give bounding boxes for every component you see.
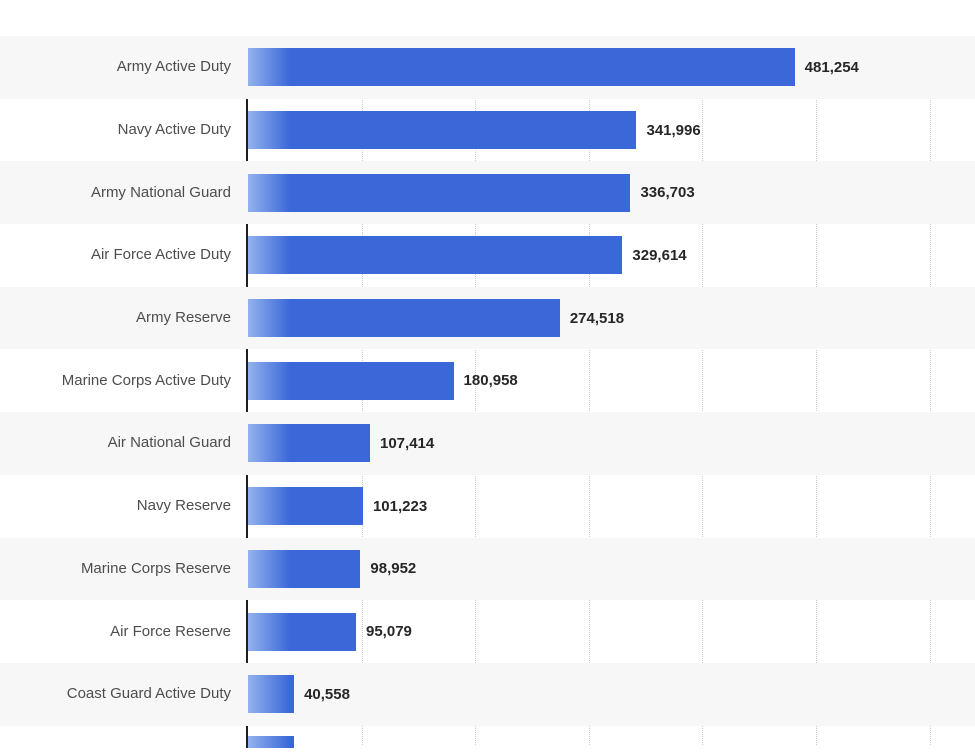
bar-zone: 40,558 xyxy=(248,663,975,726)
bar-zone: 95,079 xyxy=(248,600,975,663)
category-label: Army Active Duty xyxy=(116,58,231,76)
gridline xyxy=(815,36,817,745)
value-label: 336,703 xyxy=(640,184,695,202)
bar[interactable] xyxy=(248,487,363,526)
value-label: 481,254 xyxy=(804,58,859,76)
partial-next-bar xyxy=(248,736,294,748)
value-label: 98,952 xyxy=(370,560,417,578)
chart-row: Air Force Active Duty 329,614 xyxy=(0,224,975,287)
chart-row: Navy Reserve 101,223 xyxy=(0,475,975,538)
chart-row: Navy Active Duty 341,996 xyxy=(0,99,975,162)
bar[interactable] xyxy=(248,675,295,714)
chart-row: Air Force Reserve 95,079 xyxy=(0,600,975,663)
gridline xyxy=(475,36,477,745)
bar-zone: 336,703 xyxy=(248,161,975,224)
bar-zone: 329,614 xyxy=(248,224,975,287)
category-label: Marine Corps Active Duty xyxy=(61,371,231,389)
category-label: Navy Active Duty xyxy=(117,121,231,139)
chart-row: Coast Guard Active Duty 40,558 xyxy=(0,662,975,726)
gridline xyxy=(588,36,590,745)
bar-zone: 101,223 xyxy=(248,475,975,538)
chart-rows: Army Active Duty 481,254 Navy Active Duty 3… xyxy=(0,36,975,726)
chart-row: Army Reserve 274,518 xyxy=(0,286,975,350)
gridline xyxy=(702,36,704,745)
bar[interactable] xyxy=(248,612,356,651)
bar-zone: 107,414 xyxy=(248,412,975,475)
bar[interactable] xyxy=(248,236,623,275)
bar[interactable] xyxy=(248,361,454,400)
category-label: Marine Corps Reserve xyxy=(80,559,231,577)
value-label: 101,223 xyxy=(372,497,428,515)
y-axis-line xyxy=(246,36,248,748)
bar-zone: 481,254 xyxy=(248,36,975,99)
value-label: 341,996 xyxy=(646,121,701,139)
bar-zone: 98,952 xyxy=(248,538,975,601)
chart-row: Army National Guard 336,703 xyxy=(0,161,975,225)
value-label: 107,414 xyxy=(380,434,435,452)
value-label: 274,518 xyxy=(569,309,625,327)
bar[interactable] xyxy=(248,111,637,150)
category-label: Army Reserve xyxy=(135,309,231,327)
bar[interactable] xyxy=(248,549,361,588)
value-label: 180,958 xyxy=(463,372,518,390)
bar-zone: 180,958 xyxy=(248,349,975,412)
chart-row: Army Active Duty 481,254 xyxy=(0,36,975,99)
bar[interactable] xyxy=(248,48,795,87)
value-label: 40,558 xyxy=(304,685,350,703)
chart-row: Air National Guard 107,414 xyxy=(0,412,975,475)
category-label: Army National Guard xyxy=(90,183,231,201)
category-label: Air Force Reserve xyxy=(110,622,231,640)
bar[interactable] xyxy=(248,173,631,212)
bar-zone: 341,996 xyxy=(248,99,975,162)
category-label: Air National Guard xyxy=(107,434,231,452)
chart-row: Marine Corps Reserve 98,952 xyxy=(0,537,975,601)
value-label: 95,079 xyxy=(366,623,412,641)
category-label: Coast Guard Active Duty xyxy=(66,685,231,703)
chart-row: Marine Corps Active Duty 180,958 xyxy=(0,349,975,412)
bar-zone: 274,518 xyxy=(248,287,975,350)
category-label: Air Force Active Duty xyxy=(90,246,231,264)
value-label: 329,614 xyxy=(632,246,687,264)
bar[interactable] xyxy=(248,424,370,463)
bar[interactable] xyxy=(248,299,560,338)
gridline xyxy=(929,36,931,745)
category-label: Navy Reserve xyxy=(136,497,231,515)
